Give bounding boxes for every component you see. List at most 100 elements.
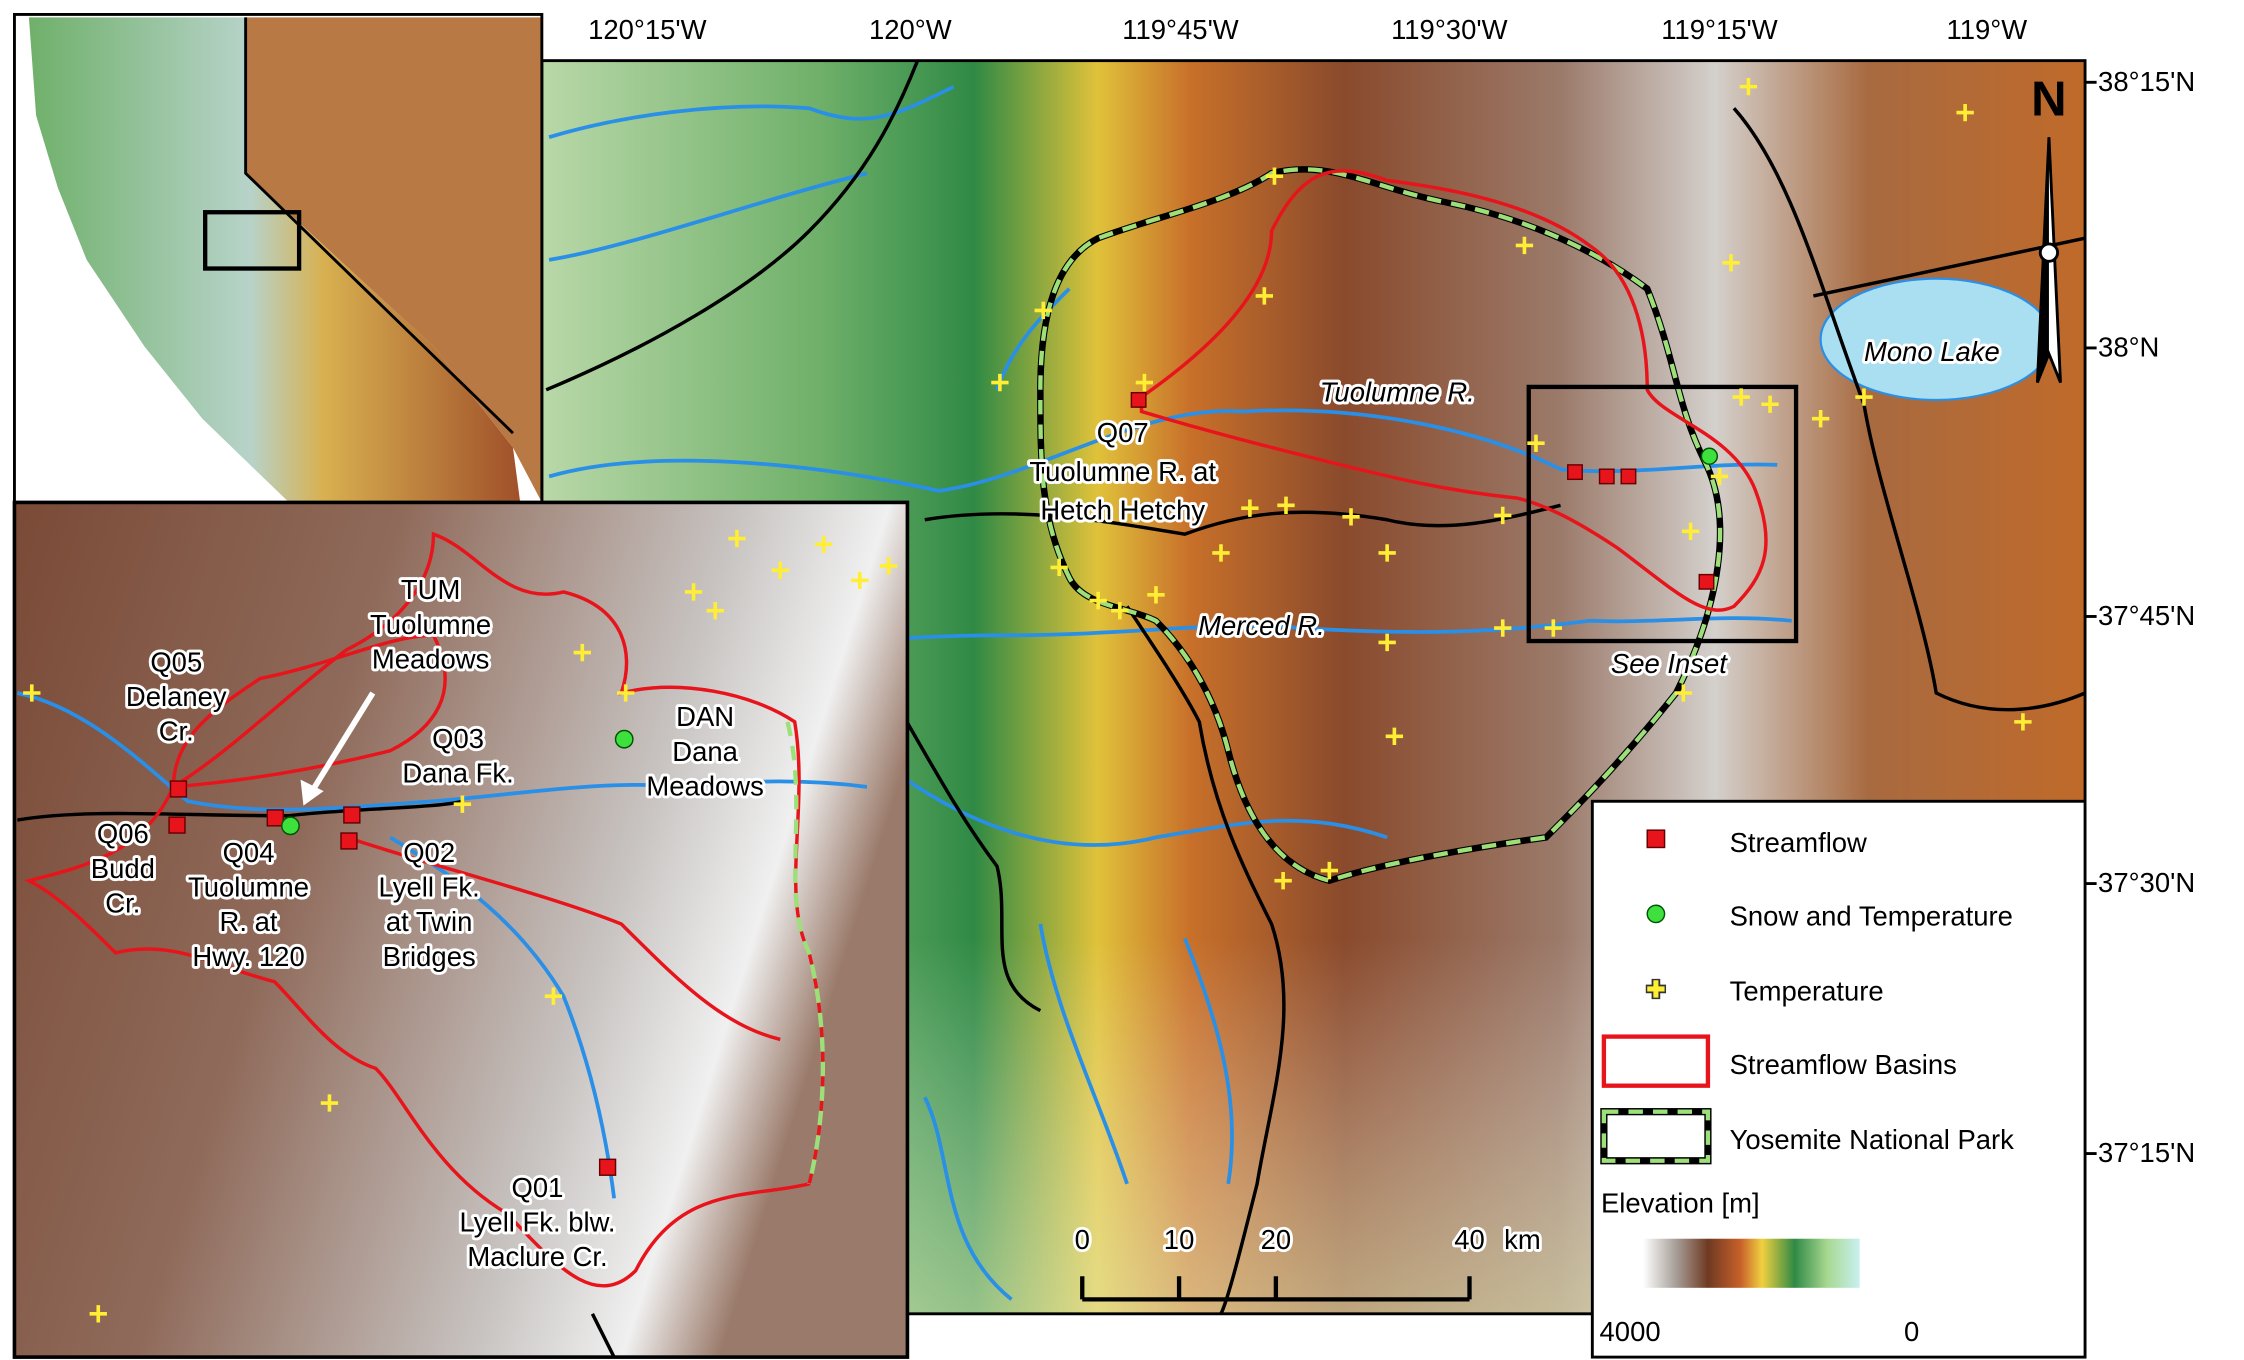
temperature-station — [991, 373, 1009, 392]
study-area-box — [203, 210, 302, 271]
temperature-station — [320, 1094, 339, 1112]
inset-label: Meadows — [372, 643, 489, 674]
temperature-station — [1385, 727, 1404, 745]
yosemite-boundary — [1038, 167, 1723, 883]
longitude-label: 119°15'W — [1661, 14, 1778, 45]
inset-label: Dana Fk. — [402, 758, 513, 789]
streamflow-station — [266, 809, 284, 827]
inset-locator — [1526, 384, 1799, 644]
streamflow-station — [1567, 464, 1583, 481]
inset-label: Q03 — [432, 723, 484, 754]
inset-frame — [12, 500, 910, 1359]
inset-label: R. at — [220, 906, 278, 937]
detail-inset — [12, 500, 910, 1359]
map-label: See Inset — [1611, 648, 1728, 679]
county-line — [1125, 605, 1286, 1314]
legend: Elevation [m] Streamflow Snow and Tempera… — [1590, 799, 2087, 1359]
california-inset — [13, 12, 544, 504]
county-line — [924, 503, 1561, 536]
temperature-station — [1265, 167, 1284, 185]
snow-station — [281, 816, 300, 836]
legend-snow-symbol — [1646, 904, 1666, 924]
inset-label: Delaney — [126, 681, 227, 712]
inset-label: Tuolumne — [370, 609, 491, 640]
temperature-station — [684, 583, 703, 601]
california — [28, 17, 521, 503]
temperature-station — [1050, 558, 1068, 577]
temperature-station — [1147, 586, 1165, 604]
temperature-station — [1527, 434, 1545, 452]
temperature-station — [1034, 301, 1052, 320]
inset-label: Tuolumne — [188, 872, 309, 903]
streamflow-station — [1130, 391, 1147, 408]
legend-temp-symbol — [1647, 980, 1665, 998]
county-line — [590, 1313, 616, 1358]
temperature-station — [544, 987, 563, 1005]
inset-label: Bridges — [383, 941, 476, 972]
longitude-label: 120°15'W — [588, 14, 707, 45]
arrow-hub — [2038, 242, 2060, 263]
inset-label: Cr. — [105, 887, 140, 918]
temperature-station — [1274, 872, 1292, 890]
temperature-station — [1811, 410, 1830, 428]
inset-label: Lyell Fk. blw. — [459, 1207, 615, 1238]
streamflow-station — [343, 806, 361, 824]
temperature-station — [1674, 684, 1693, 702]
county-line — [879, 677, 1042, 1013]
streamflow-basin — [1139, 169, 1768, 612]
temperature-station — [1342, 508, 1360, 526]
latitude-label: 38°N — [2098, 332, 2159, 363]
temperature-station — [1212, 544, 1230, 562]
map-label: Tuolumne R. at — [1029, 456, 1216, 487]
legend-streamflow-symbol — [1646, 829, 1666, 849]
temperature-station — [1956, 103, 1974, 122]
temperature-station — [1722, 254, 1740, 272]
inset-label: Q01 — [512, 1172, 564, 1203]
main-map — [541, 60, 2086, 1314]
streamflow-station — [1620, 468, 1637, 485]
scale-label: 10 — [1164, 1224, 1195, 1255]
tuolumne-river — [548, 408, 1778, 493]
river — [548, 171, 868, 262]
streamflow-station — [598, 1158, 617, 1176]
map-label: Hetch Hetchy — [1040, 495, 1205, 526]
longitude-label: 119°30'W — [1391, 14, 1508, 45]
inset-label: Q02 — [403, 837, 455, 868]
temperature-station — [1739, 77, 1758, 96]
map-label: Q07 — [1097, 417, 1149, 448]
streamflow-station — [169, 780, 188, 798]
river — [995, 287, 1071, 391]
temperature-station — [1255, 287, 1273, 305]
stations — [168, 729, 634, 1176]
temperature-station — [814, 535, 833, 553]
pointer-head — [300, 779, 324, 806]
legend-label: Temperature — [1730, 976, 1884, 1007]
inset-label: at Twin — [386, 906, 472, 937]
river — [548, 84, 955, 139]
north-label: N — [2031, 73, 2066, 127]
scale-label: 20 — [1261, 1224, 1292, 1255]
temperature-station — [851, 571, 869, 590]
temperature-station — [1320, 861, 1339, 880]
scale-unit: km — [1504, 1224, 1541, 1255]
temperature-station — [771, 561, 789, 579]
county-line — [1813, 236, 2086, 298]
temperature-station — [573, 643, 591, 662]
streamflow-station — [168, 816, 186, 834]
inset-label: Q05 — [150, 646, 202, 677]
temperature-station — [1378, 633, 1396, 652]
streamflow-station — [1698, 573, 1715, 590]
inset-label: Budd — [91, 853, 155, 884]
map-label: Mono Lake — [1864, 336, 2000, 367]
north-arrow: N — [2031, 73, 2067, 384]
county-line — [545, 60, 920, 392]
temperature-station — [879, 557, 898, 575]
streamflow-station — [340, 832, 358, 850]
scale-label: 40 — [1454, 1224, 1485, 1255]
pointer-arrow — [309, 691, 376, 793]
elevation-title: Elevation [m] — [1601, 1188, 1760, 1219]
scale-bar: 0 10 20 40 km — [1072, 1221, 1544, 1302]
river — [389, 835, 616, 1199]
longitude-label: 119°45'W — [1122, 14, 1239, 45]
elevation-ramp — [1642, 1238, 1860, 1288]
